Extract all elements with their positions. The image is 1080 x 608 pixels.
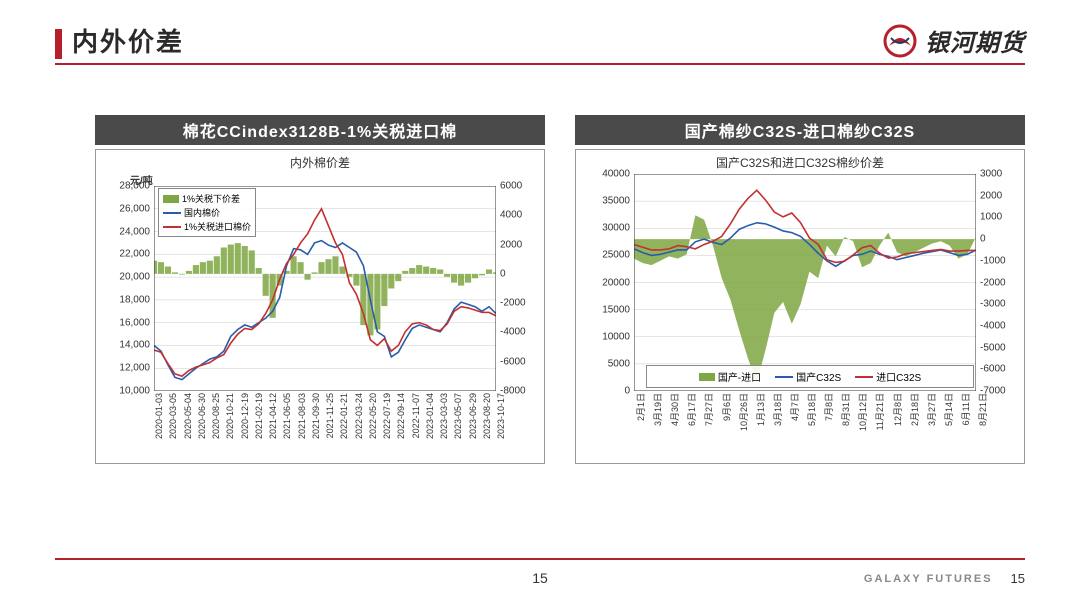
footer-line xyxy=(55,558,1025,560)
chart-yarn-spread: 国产棉纱C32S-进口棉纱C32S 国产C32S和进口C32S棉纱价差 0500… xyxy=(575,115,1025,464)
page-title: 内外价差 xyxy=(72,22,184,59)
chart-left-x-axis: 2020-01-032020-03-052020-05-042020-06-30… xyxy=(154,393,496,461)
chart-right-x-axis: 2月1日3月19日4月30日6月17日7月27日9月6日10月26日1月13日3… xyxy=(634,393,976,461)
chart-left-y-right-axis: -8000-6000-4000-20000200040006000 xyxy=(498,186,540,391)
charts-row: 棉花CCindex3128B-1%关税进口棉 内外棉价差 元/吨 10,0001… xyxy=(95,115,1025,464)
title-accent-bar xyxy=(55,29,62,59)
chart-right-header: 国产棉纱C32S-进口棉纱C32S xyxy=(575,115,1025,145)
chart-right-box: 国产C32S和进口C32S棉纱价差 0500010000150002000025… xyxy=(575,149,1025,464)
chart-left-legend: 1%关税下价差国内棉价1%关税进口棉价 xyxy=(158,188,256,237)
chart-left-y-left-axis: 10,00012,00014,00016,00018,00020,00022,0… xyxy=(100,186,152,391)
page-num-right: 15 xyxy=(1011,571,1025,586)
chart-left-header: 棉花CCindex3128B-1%关税进口棉 xyxy=(95,115,545,145)
brand-text: 银河期货 xyxy=(925,23,1025,58)
brand-logo-icon xyxy=(883,24,917,58)
header: 内外价差 银河期货 xyxy=(55,22,1025,59)
chart-right-y-left-axis: 0500010000150002000025000300003500040000 xyxy=(580,174,632,391)
chart-cotton-spread: 棉花CCindex3128B-1%关税进口棉 内外棉价差 元/吨 10,0001… xyxy=(95,115,545,464)
title-wrap: 内外价差 xyxy=(55,22,184,59)
chart-left-title: 内外棉价差 xyxy=(96,150,544,171)
header-underline xyxy=(55,63,1025,65)
footer-right: GALAXY FUTURES 15 xyxy=(864,571,1025,586)
brand: 银河期货 xyxy=(883,23,1025,58)
chart-right-legend: 国产-进口国产C32S进口C32S xyxy=(646,365,974,388)
chart-right-title: 国产C32S和进口C32S棉纱价差 xyxy=(576,150,1024,171)
page-num-center: 15 xyxy=(532,570,548,586)
chart-right-y-right-axis: -7000-6000-5000-4000-3000-2000-100001000… xyxy=(978,174,1020,391)
footer-brand: GALAXY FUTURES xyxy=(864,573,993,585)
chart-left-box: 内外棉价差 元/吨 10,00012,00014,00016,00018,000… xyxy=(95,149,545,464)
chart-right-plot xyxy=(634,174,976,391)
